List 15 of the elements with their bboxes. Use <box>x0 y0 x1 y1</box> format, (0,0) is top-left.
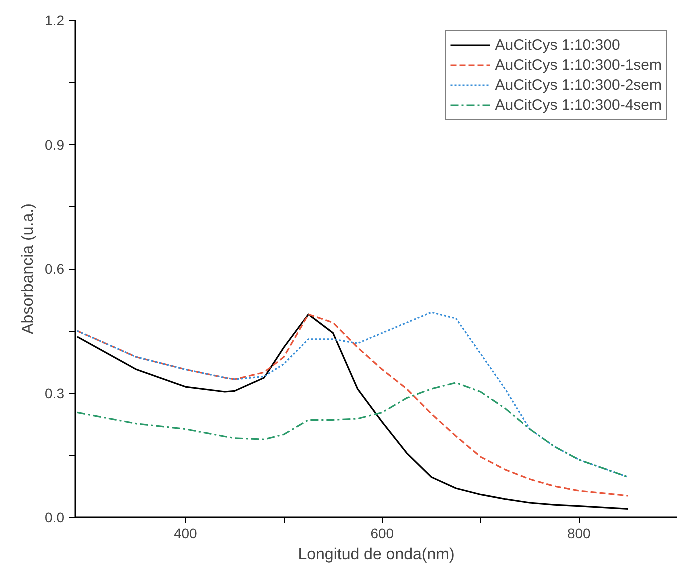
y-tick-label: 0.9 <box>45 136 65 153</box>
x-tick-label: 800 <box>567 526 592 542</box>
x-tick-label: 600 <box>370 526 394 542</box>
y-tick-label: 0.6 <box>45 261 65 277</box>
y-tick-label: 0.0 <box>45 510 65 526</box>
y-tick-label: 0.3 <box>45 385 65 402</box>
legend-label: AuCitCys 1:10:300-4sem <box>495 96 662 114</box>
y-tick-label: 1.2 <box>45 12 65 28</box>
legend-label: AuCitCys 1:10:300-2sem <box>495 76 662 94</box>
y-axis-title: Absorbancia (u.a.) <box>20 204 38 334</box>
line-series <box>76 382 630 478</box>
x-axis-title: Longitud de onda(nm) <box>298 546 455 564</box>
x-tick-label: 400 <box>174 526 198 542</box>
legend-label: AuCitCys 1:10:300 <box>495 36 620 54</box>
legend-label: AuCitCys 1:10:300-1sem <box>495 56 662 74</box>
